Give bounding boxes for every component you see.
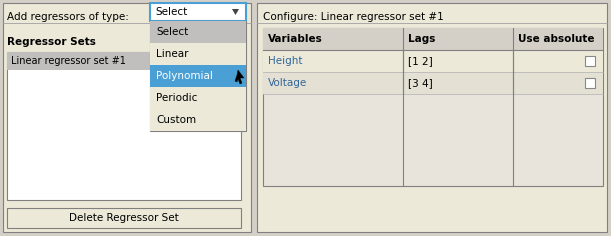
Bar [150, 87, 246, 109]
Text: Use absolute: Use absolute [518, 34, 595, 44]
Bar [150, 43, 246, 65]
Text: Configure: Linear regressor set #1: Configure: Linear regressor set #1 [263, 12, 444, 22]
Bar [150, 21, 246, 43]
Text: Add regressors of type:: Add regressors of type: [7, 12, 129, 22]
Bar [3, 3, 251, 232]
Text: Voltage: Voltage [268, 78, 307, 88]
Bar [585, 56, 595, 66]
Bar [150, 109, 246, 131]
Bar [263, 72, 603, 94]
Bar [150, 21, 246, 131]
Text: Linear: Linear [156, 49, 189, 59]
Bar [257, 3, 607, 232]
Bar [263, 28, 603, 50]
Bar [7, 52, 241, 200]
Text: [3 4]: [3 4] [408, 78, 433, 88]
Bar [7, 208, 241, 228]
Bar [7, 52, 241, 70]
Polygon shape [232, 9, 239, 15]
Text: [1 2]: [1 2] [408, 56, 433, 66]
Bar [263, 50, 603, 72]
Text: Variables: Variables [268, 34, 323, 44]
Text: Delete Regressor Set: Delete Regressor Set [69, 213, 179, 223]
Bar [150, 3, 246, 21]
Text: Custom: Custom [156, 115, 196, 125]
Text: Select: Select [155, 7, 187, 17]
Text: Height: Height [268, 56, 302, 66]
Text: Lags: Lags [408, 34, 436, 44]
Text: Regressor Sets: Regressor Sets [7, 37, 96, 47]
Text: Select: Select [156, 27, 188, 37]
Text: Polynomial: Polynomial [156, 71, 213, 81]
Bar [150, 65, 246, 87]
Text: Periodic: Periodic [156, 93, 197, 103]
Text: Linear regressor set #1: Linear regressor set #1 [11, 56, 126, 66]
Bar [585, 78, 595, 88]
Bar [263, 28, 603, 186]
Polygon shape [235, 70, 244, 84]
